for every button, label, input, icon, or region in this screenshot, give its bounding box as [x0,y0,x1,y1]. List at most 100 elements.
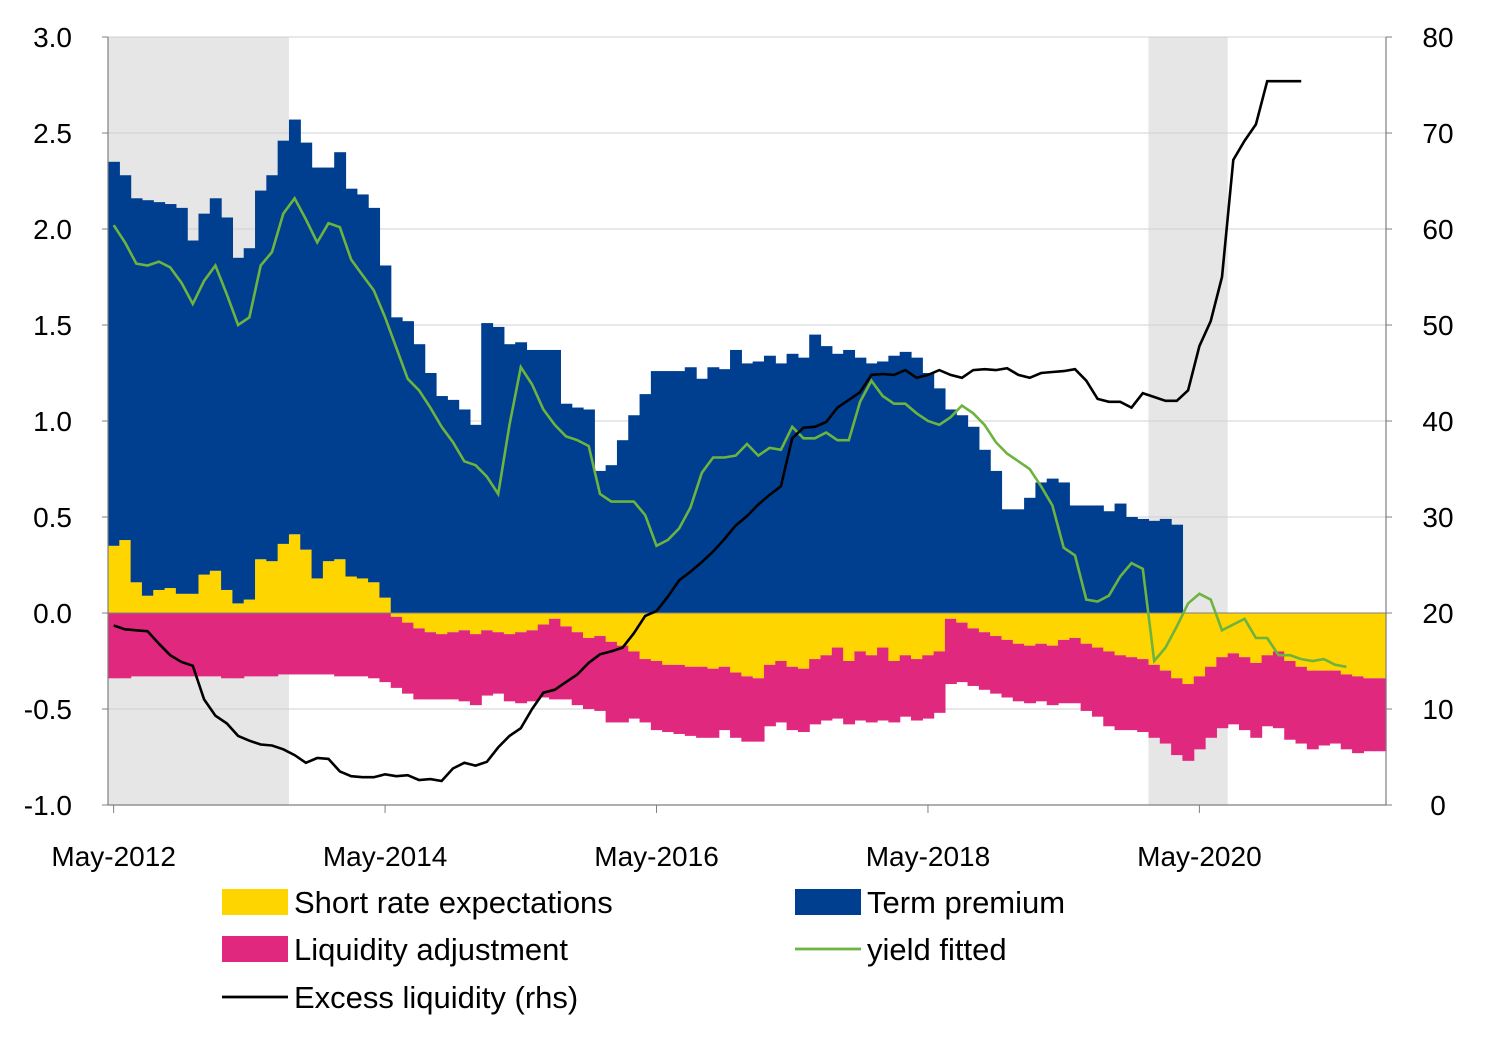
bar-short-rate [583,613,595,638]
bar-term-premium [899,351,912,613]
bar-liquidity [763,664,776,727]
bar-term-premium [978,449,991,613]
bar-liquidity [322,613,335,675]
y-tick-label: -0.5 [24,694,72,725]
bar-term-premium [628,415,641,613]
bar-short-rate [639,613,652,660]
bar-liquidity [967,628,980,686]
bar-term-premium [447,399,460,613]
bar-liquidity [741,676,754,742]
bar-liquidity [809,659,822,725]
bar-term-premium [526,349,539,613]
bar-term-premium [650,371,663,613]
bar-term-premium [843,349,856,613]
legend-item: Excess liquidity (rhs) [222,980,578,1015]
bar-term-premium [1012,509,1025,613]
bar-short-rate [266,561,279,613]
bar-short-rate [526,613,539,631]
bar-term-premium [809,334,822,613]
bar-term-premium [243,248,256,600]
bar-term-premium [1148,520,1161,613]
bar-liquidity [1250,662,1263,738]
bar-short-rate [650,613,663,661]
bar-short-rate [1329,613,1342,671]
y-tick-label: 2.0 [33,214,72,245]
bar-liquidity [492,632,505,694]
bar-liquidity [1159,670,1172,744]
bar-short-rate [888,613,901,661]
bar-short-rate [786,613,799,667]
bar-short-rate [175,593,188,613]
bar-liquidity [944,618,957,685]
y-rhs-tick-label: 70 [1422,118,1453,149]
bar-liquidity [1103,651,1116,727]
bar-term-premium [990,470,1003,613]
bar-liquidity [424,632,437,700]
bar-short-rate [899,613,912,656]
bar-short-rate [956,613,969,623]
bar-short-rate [345,576,358,613]
bar-liquidity [673,664,686,734]
y-rhs-tick-label: 40 [1422,406,1453,437]
bar-short-rate [1216,613,1229,658]
bar-liquidity [368,613,381,679]
bar-short-rate [549,613,561,619]
bar-term-premium [153,202,166,590]
bar-term-premium [537,349,550,613]
bar-term-premium [515,342,528,613]
bar-liquidity [730,672,742,738]
bar-short-rate [334,559,347,613]
y-rhs-tick-label: 30 [1422,502,1453,533]
bar-short-rate [424,613,437,633]
bar-term-premium [922,373,935,613]
bar-liquidity [469,634,482,706]
bar-liquidity [266,613,279,677]
bar-short-rate [1295,613,1308,667]
bar-term-premium [1091,505,1104,613]
bar-short-rate [809,613,822,660]
bar-short-rate [1103,613,1116,652]
bar-liquidity [345,613,358,677]
bar-liquidity [1091,647,1104,717]
line-series [112,79,1347,783]
bar-short-rate [1363,613,1376,679]
bar-short-rate [730,613,742,673]
bar-liquidity [1058,639,1070,704]
bar-term-premium [1080,505,1093,613]
legend-item: Short rate expectations [222,885,613,920]
bar-term-premium [1125,517,1138,613]
legend-label: Term premium [867,885,1065,920]
bar-liquidity [990,636,1003,694]
bar-short-rate [877,613,889,648]
bar-term-premium [730,349,742,613]
bar-short-rate [571,613,584,633]
bar-liquidity [390,616,403,688]
bar-liquidity [684,666,697,736]
bar-liquidity [877,647,889,721]
bar-short-rate [288,534,301,613]
bar-short-rate [910,613,923,660]
bar-short-rate [684,613,697,667]
bar-term-premium [277,140,290,544]
bar-liquidity [922,655,935,719]
bar-liquidity [255,613,267,677]
bar-short-rate [232,603,245,613]
bar-term-premium [741,363,754,613]
bar-liquidity [413,628,426,700]
bar-term-premium [639,394,652,613]
bar-term-premium [673,371,686,613]
y-rhs-tick-label: 60 [1422,214,1453,245]
bar-liquidity [288,613,301,675]
bar-short-rate [741,613,754,677]
bar-term-premium [209,198,222,571]
bar-liquidity [1125,657,1138,731]
bar-short-rate [1261,613,1274,656]
x-tick-label: May-2014 [323,841,448,872]
bar-short-rate [447,613,460,633]
bar-liquidity [1329,670,1342,744]
bar-liquidity [108,613,120,679]
bar-short-rate [1024,613,1036,646]
bar-liquidity [775,661,788,723]
bar-term-premium [232,257,245,604]
bar-short-rate [379,597,392,613]
